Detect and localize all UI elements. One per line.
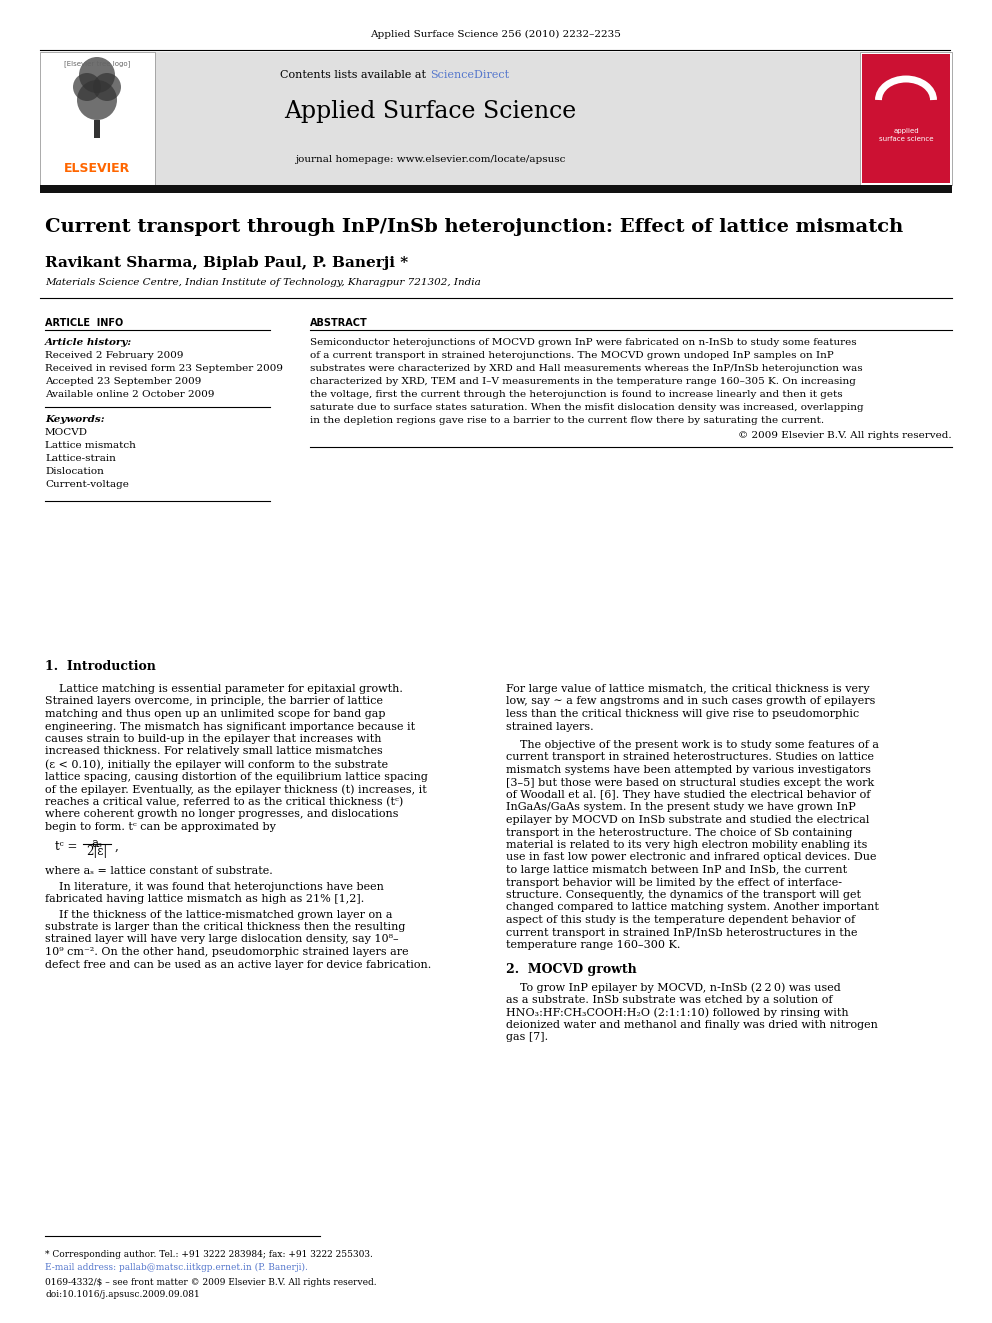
- Text: current transport in strained InP/InSb heterostructures in the: current transport in strained InP/InSb h…: [506, 927, 857, 938]
- Text: temperature range 160–300 K.: temperature range 160–300 K.: [506, 941, 681, 950]
- Text: substrates were characterized by XRD and Hall measurements whereas the InP/InSb : substrates were characterized by XRD and…: [310, 364, 863, 373]
- Text: ELSEVIER: ELSEVIER: [63, 161, 130, 175]
- Circle shape: [73, 73, 101, 101]
- Text: Lattice matching is essential parameter for epitaxial growth.: Lattice matching is essential parameter …: [45, 684, 403, 695]
- Bar: [40, 185, 952, 193]
- Circle shape: [79, 57, 115, 93]
- Text: to large lattice mismatch between InP and InSb, the current: to large lattice mismatch between InP an…: [506, 865, 847, 875]
- Text: begin to form. tᶜ can be approximated by: begin to form. tᶜ can be approximated by: [45, 822, 276, 831]
- Text: defect free and can be used as an active layer for device fabrication.: defect free and can be used as an active…: [45, 959, 432, 970]
- Text: causes strain to build-up in the epilayer that increases with: causes strain to build-up in the epilaye…: [45, 734, 382, 744]
- Text: lattice spacing, causing distortion of the equilibrium lattice spacing: lattice spacing, causing distortion of t…: [45, 771, 428, 782]
- Text: transport behavior will be limited by the effect of interface-: transport behavior will be limited by th…: [506, 877, 842, 888]
- Text: E-mail address: pallab@matsc.iitkgp.ernet.in (P. Banerji).: E-mail address: pallab@matsc.iitkgp.erne…: [45, 1263, 308, 1273]
- Text: substrate is larger than the critical thickness then the resulting: substrate is larger than the critical th…: [45, 922, 406, 931]
- Text: The objective of the present work is to study some features of a: The objective of the present work is to …: [506, 740, 879, 750]
- Text: 2|ε|: 2|ε|: [86, 845, 107, 859]
- Text: aₛ: aₛ: [91, 837, 102, 849]
- Text: saturate due to surface states saturation. When the misfit dislocation density w: saturate due to surface states saturatio…: [310, 404, 864, 411]
- Text: reaches a critical value, referred to as the critical thickness (tᶜ): reaches a critical value, referred to as…: [45, 796, 404, 807]
- Text: changed compared to lattice matching system. Another important: changed compared to lattice matching sys…: [506, 902, 879, 913]
- Text: Current-voltage: Current-voltage: [45, 480, 129, 490]
- Text: gas [7].: gas [7].: [506, 1032, 549, 1043]
- Text: Received in revised form 23 September 2009: Received in revised form 23 September 20…: [45, 364, 283, 373]
- Text: [3–5] but those were based on structural studies except the work: [3–5] but those were based on structural…: [506, 778, 874, 787]
- Text: of a current transport in strained heterojunctions. The MOCVD grown undoped InP : of a current transport in strained heter…: [310, 351, 833, 360]
- Text: epilayer by MOCVD on InSb substrate and studied the electrical: epilayer by MOCVD on InSb substrate and …: [506, 815, 869, 826]
- Text: Current transport through InP/InSb heterojunction: Effect of lattice mismatch: Current transport through InP/InSb heter…: [45, 218, 904, 235]
- Text: fabricated having lattice mismatch as high as 21% [1,2].: fabricated having lattice mismatch as hi…: [45, 894, 364, 904]
- Text: * Corresponding author. Tel.: +91 3222 283984; fax: +91 3222 255303.: * Corresponding author. Tel.: +91 3222 2…: [45, 1250, 373, 1259]
- Text: 1.  Introduction: 1. Introduction: [45, 660, 156, 673]
- Circle shape: [77, 79, 117, 120]
- Text: the voltage, first the current through the heterojunction is found to increase l: the voltage, first the current through t…: [310, 390, 842, 400]
- Text: characterized by XRD, TEM and I–V measurements in the temperature range 160–305 : characterized by XRD, TEM and I–V measur…: [310, 377, 856, 386]
- Text: ,: ,: [115, 840, 119, 853]
- Bar: [155, 52, 860, 185]
- Text: 10⁹ cm⁻². On the other hand, pseudomorphic strained layers are: 10⁹ cm⁻². On the other hand, pseudomorph…: [45, 947, 409, 957]
- Text: To grow InP epilayer by MOCVD, n-InSb (2 2 0) was used: To grow InP epilayer by MOCVD, n-InSb (2…: [506, 983, 841, 994]
- Text: journal homepage: www.elsevier.com/locate/apsusc: journal homepage: www.elsevier.com/locat…: [295, 155, 565, 164]
- Text: less than the critical thickness will give rise to pseudomorphic: less than the critical thickness will gi…: [506, 709, 859, 718]
- Text: Applied Surface Science 256 (2010) 2232–2235: Applied Surface Science 256 (2010) 2232–…: [371, 30, 621, 40]
- Bar: [862, 54, 950, 183]
- Text: MOCVD: MOCVD: [45, 429, 88, 437]
- Text: Available online 2 October 2009: Available online 2 October 2009: [45, 390, 214, 400]
- Text: where aₛ = lattice constant of substrate.: where aₛ = lattice constant of substrate…: [45, 867, 273, 876]
- Text: ScienceDirect: ScienceDirect: [430, 70, 509, 79]
- Text: use in fast low power electronic and infrared optical devices. Due: use in fast low power electronic and inf…: [506, 852, 877, 863]
- Text: Strained layers overcome, in principle, the barrier of lattice: Strained layers overcome, in principle, …: [45, 696, 383, 706]
- Text: (ε < 0.10), initially the epilayer will conform to the substrate: (ε < 0.10), initially the epilayer will …: [45, 759, 388, 770]
- Text: in the depletion regions gave rise to a barrier to the current flow there by sat: in the depletion regions gave rise to a …: [310, 415, 824, 425]
- Text: matching and thus open up an unlimited scope for band gap: matching and thus open up an unlimited s…: [45, 709, 386, 718]
- Text: aspect of this study is the temperature dependent behavior of: aspect of this study is the temperature …: [506, 916, 855, 925]
- Bar: [40, 52, 155, 185]
- Text: ABSTRACT: ABSTRACT: [310, 318, 368, 328]
- Text: 2.  MOCVD growth: 2. MOCVD growth: [506, 963, 637, 975]
- Text: engineering. The mismatch has significant importance because it: engineering. The mismatch has significan…: [45, 721, 415, 732]
- Text: Ravikant Sharma, Biplab Paul, P. Banerji *: Ravikant Sharma, Biplab Paul, P. Banerji…: [45, 255, 408, 270]
- Text: Lattice mismatch: Lattice mismatch: [45, 441, 136, 450]
- Text: where coherent growth no longer progresses, and dislocations: where coherent growth no longer progress…: [45, 808, 399, 819]
- Text: low, say ∼ a few angstroms and in such cases growth of epilayers: low, say ∼ a few angstroms and in such c…: [506, 696, 875, 706]
- Text: of Woodall et al. [6]. They have studied the electrical behavior of: of Woodall et al. [6]. They have studied…: [506, 790, 870, 800]
- Text: ARTICLE  INFO: ARTICLE INFO: [45, 318, 123, 328]
- Text: Semiconductor heterojunctions of MOCVD grown InP were fabricated on n-InSb to st: Semiconductor heterojunctions of MOCVD g…: [310, 337, 857, 347]
- Text: Lattice-strain: Lattice-strain: [45, 454, 116, 463]
- Text: Article history:: Article history:: [45, 337, 132, 347]
- Text: In literature, it was found that heterojunctions have been: In literature, it was found that heteroj…: [45, 881, 384, 892]
- Text: Contents lists available at: Contents lists available at: [281, 70, 430, 79]
- Text: HNO₃:HF:CH₃COOH:H₂O (2:1:1:10) followed by rinsing with: HNO₃:HF:CH₃COOH:H₂O (2:1:1:10) followed …: [506, 1008, 848, 1019]
- Text: as a substrate. InSb substrate was etched by a solution of: as a substrate. InSb substrate was etche…: [506, 995, 832, 1005]
- Text: tᶜ =: tᶜ =: [55, 840, 77, 853]
- Text: applied: applied: [893, 128, 919, 134]
- Text: [Elsevier tree logo]: [Elsevier tree logo]: [63, 60, 130, 66]
- Text: transport in the heterostructure. The choice of Sb containing: transport in the heterostructure. The ch…: [506, 827, 852, 837]
- Text: 0169-4332/$ – see front matter © 2009 Elsevier B.V. All rights reserved.: 0169-4332/$ – see front matter © 2009 El…: [45, 1278, 377, 1287]
- Text: of the epilayer. Eventually, as the epilayer thickness (t) increases, it: of the epilayer. Eventually, as the epil…: [45, 785, 427, 795]
- Text: If the thickness of the lattice-mismatched grown layer on a: If the thickness of the lattice-mismatch…: [45, 909, 393, 919]
- Text: increased thickness. For relatively small lattice mismatches: increased thickness. For relatively smal…: [45, 746, 383, 757]
- Text: Keywords:: Keywords:: [45, 415, 104, 423]
- Text: Dislocation: Dislocation: [45, 467, 104, 476]
- Text: deionized water and methanol and finally was dried with nitrogen: deionized water and methanol and finally…: [506, 1020, 878, 1031]
- Text: current transport in strained heterostructures. Studies on lattice: current transport in strained heterostru…: [506, 753, 874, 762]
- Text: Materials Science Centre, Indian Institute of Technology, Kharagpur 721302, Indi: Materials Science Centre, Indian Institu…: [45, 278, 481, 287]
- Text: © 2009 Elsevier B.V. All rights reserved.: © 2009 Elsevier B.V. All rights reserved…: [738, 431, 952, 441]
- Text: surface science: surface science: [879, 136, 933, 142]
- Text: Received 2 February 2009: Received 2 February 2009: [45, 351, 184, 360]
- Text: structure. Consequently, the dynamics of the transport will get: structure. Consequently, the dynamics of…: [506, 890, 861, 900]
- Text: mismatch systems have been attempted by various investigators: mismatch systems have been attempted by …: [506, 765, 871, 775]
- Text: Applied Surface Science: Applied Surface Science: [284, 101, 576, 123]
- Text: For large value of lattice mismatch, the critical thickness is very: For large value of lattice mismatch, the…: [506, 684, 870, 695]
- Text: strained layers.: strained layers.: [506, 721, 593, 732]
- Text: material is related to its very high electron mobility enabling its: material is related to its very high ele…: [506, 840, 867, 849]
- Circle shape: [93, 73, 121, 101]
- Text: InGaAs/GaAs system. In the present study we have grown InP: InGaAs/GaAs system. In the present study…: [506, 803, 856, 812]
- Text: Accepted 23 September 2009: Accepted 23 September 2009: [45, 377, 201, 386]
- Bar: [860, 52, 952, 185]
- Text: strained layer will have very large dislocation density, say 10⁸–: strained layer will have very large disl…: [45, 934, 399, 945]
- Text: doi:10.1016/j.apsusc.2009.09.081: doi:10.1016/j.apsusc.2009.09.081: [45, 1290, 199, 1299]
- Bar: [94, 120, 100, 138]
